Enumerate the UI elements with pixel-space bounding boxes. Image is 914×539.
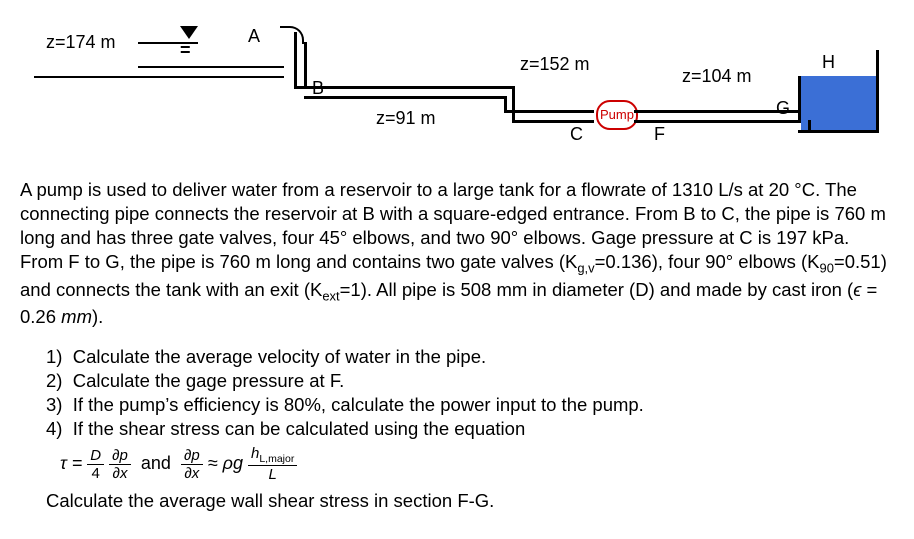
reservoir-floor-upper: [138, 66, 284, 68]
q4-text: If the shear stress can be calculated us…: [73, 418, 526, 439]
tank-water: [801, 76, 876, 130]
question-1: 1) Calculate the average velocity of wat…: [46, 345, 894, 369]
pipe-FG-top: [634, 110, 798, 113]
pipe-B-horiz-bot: [304, 96, 504, 99]
label-F: F: [654, 124, 665, 145]
pipe-drop-left: [512, 86, 515, 120]
question-4-final: Calculate the average wall shear stress …: [20, 489, 894, 513]
pipe-AB-right: [304, 42, 307, 88]
q1-text: Calculate the average velocity of water …: [73, 346, 486, 367]
label-H: H: [822, 52, 835, 73]
label-z104: z=104 m: [682, 66, 752, 87]
label-z91: z=91 m: [376, 108, 436, 129]
label-C: C: [570, 124, 583, 145]
pipe-A-curve: [280, 26, 304, 44]
pipe-FG-bot: [634, 120, 808, 123]
question-2: 2) Calculate the gage pressure at F.: [46, 369, 894, 393]
eq-frac2: ∂p ∂x: [109, 447, 131, 482]
pipe-G-rise-l: [798, 110, 801, 122]
question-list: 1) Calculate the average velocity of wat…: [20, 345, 894, 441]
label-z152: z=152 m: [520, 54, 590, 75]
pipe-B-horiz-top: [294, 86, 514, 89]
eq-frac1: D 4: [87, 447, 104, 482]
question-3: 3) If the pump’s efficiency is 80%, calc…: [46, 393, 894, 417]
question-4: 4) If the shear stress can be calculated…: [46, 417, 894, 441]
pipe-to-pump-bot: [504, 110, 594, 113]
reservoir-floor-lower: [34, 76, 284, 78]
pipe-to-pump-top: [512, 120, 594, 123]
q3-text: If the pump’s efficiency is 80%, calcula…: [73, 394, 644, 415]
label-zA: z=174 m: [46, 32, 116, 53]
pipe-system-diagram: z=174 m = A B z=152 m z=91 m C Pump F z=…: [20, 20, 880, 160]
tank-wall-right: [876, 50, 879, 132]
label-G: G: [776, 98, 790, 119]
eq-approx: ≈ ρg: [208, 453, 243, 473]
eq-frac3: ∂p ∂x: [181, 447, 203, 482]
pump-icon: Pump: [596, 100, 638, 130]
label-A: A: [248, 26, 260, 47]
q2-text: Calculate the gage pressure at F.: [73, 370, 345, 391]
pipe-drop-left2: [504, 96, 507, 110]
problem-statement: A pump is used to deliver water from a r…: [20, 178, 894, 329]
q4-final-text: Calculate the average wall shear stress …: [46, 490, 494, 511]
level-marker-solid: [180, 26, 198, 39]
waterlevel-equals: =: [180, 40, 191, 61]
eq-and: and: [141, 453, 171, 473]
eq-frac4: hL,major L: [248, 445, 297, 483]
eq-tau: τ =: [60, 453, 82, 473]
shear-equation: τ = D 4 ∂p ∂x and ∂p ∂x ≈ ρg hL,major L: [20, 445, 894, 483]
pipe-G-rise-r: [808, 120, 811, 132]
